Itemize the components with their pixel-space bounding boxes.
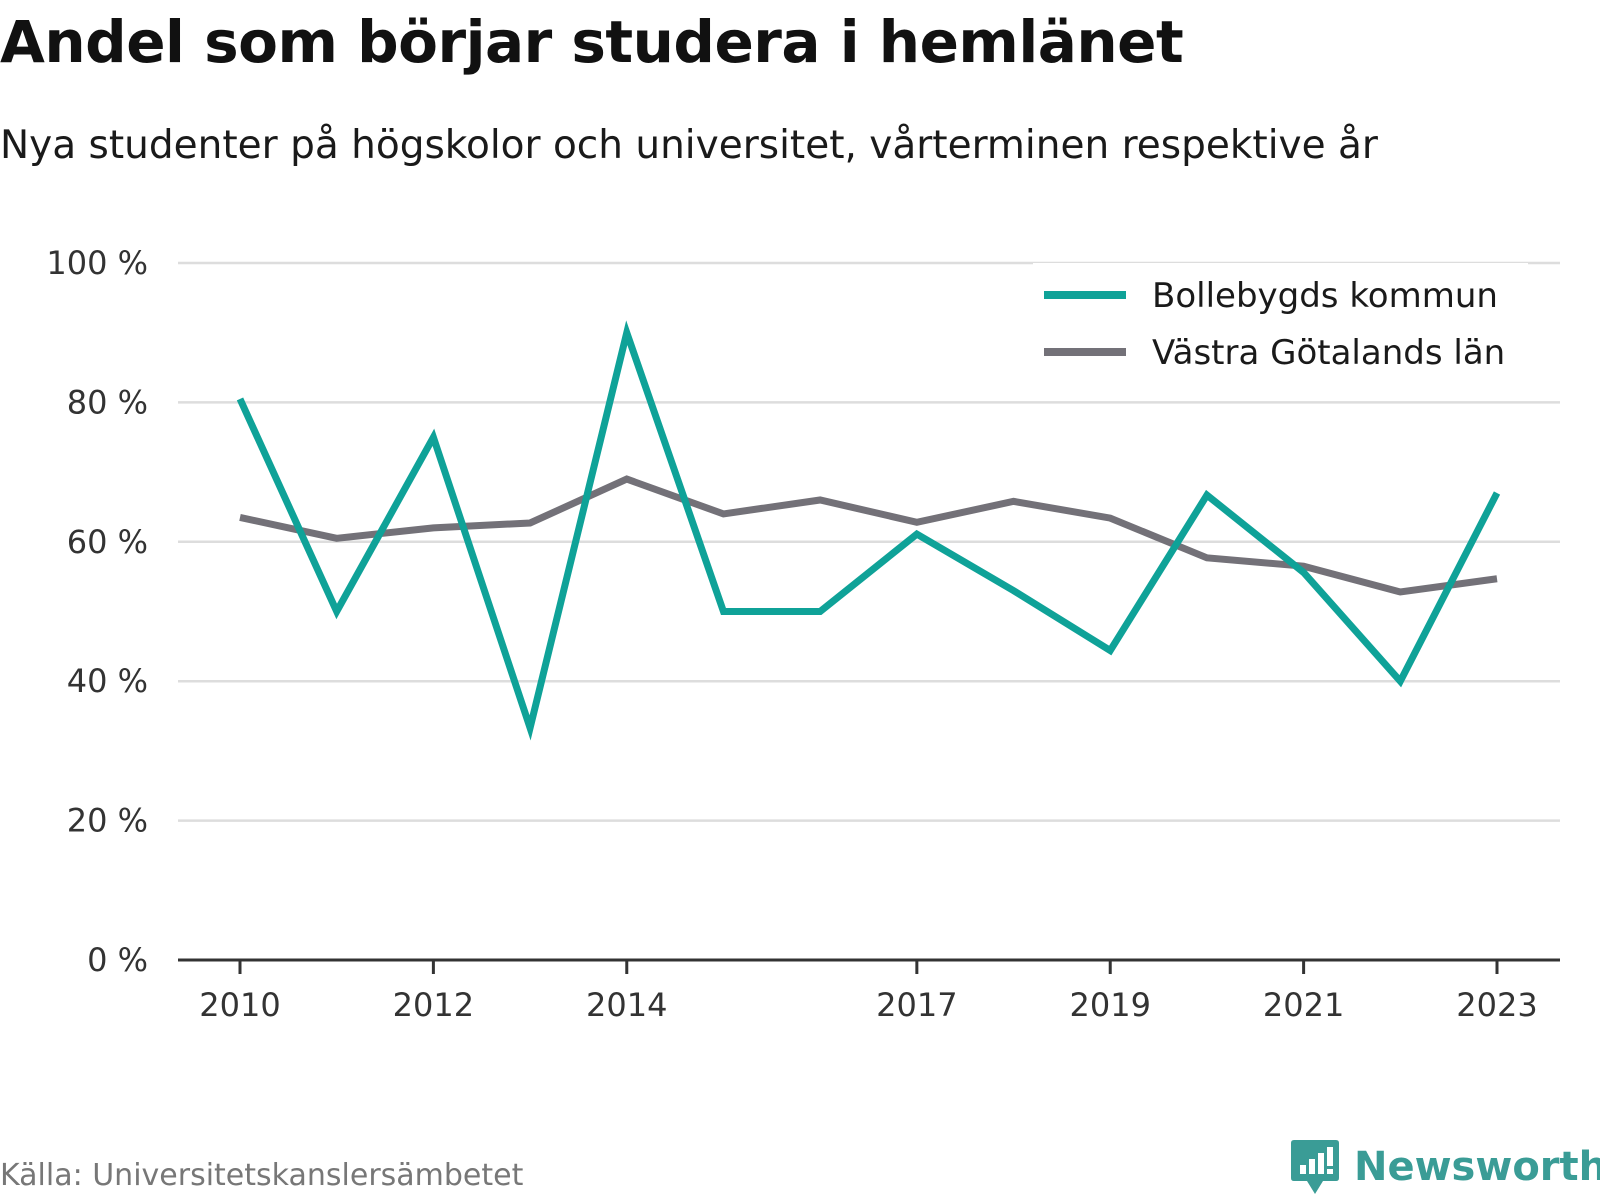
- source-note: Källa: Universitetskanslersämbetet: [0, 1158, 524, 1193]
- x-tick-label: 2012: [393, 986, 474, 1024]
- y-tick-label: 40 %: [67, 662, 148, 700]
- x-tick-label: 2010: [199, 986, 280, 1024]
- y-tick-label: 0 %: [87, 941, 148, 979]
- chart-title: Andel som börjar studera i hemlänet: [0, 8, 1184, 76]
- x-tick-label: 2014: [586, 986, 667, 1024]
- x-tick-label: 2023: [1456, 986, 1537, 1024]
- x-axis: 2010 2012 2014 2017 2019 2021 2023: [178, 958, 1560, 1024]
- x-tick-label: 2017: [876, 986, 957, 1024]
- series-line: [239, 475, 1498, 596]
- legend: Bollebygds kommun Västra Götalands län: [1033, 263, 1528, 385]
- brand-logo: Newsworthy: [1290, 1138, 1600, 1196]
- brand-name: Newsworthy: [1354, 1144, 1600, 1190]
- y-tick-label: 100 %: [46, 244, 148, 282]
- line-chart: 0 %20 %40 %60 %80 %100 % 2010 2012 2014 201…: [46, 244, 1560, 1024]
- y-tick-label: 80 %: [67, 383, 148, 421]
- y-axis-ticks: 0 % 20 % 40 % 60 % 80 % 100 %: [46, 244, 148, 979]
- legend-label: Västra Götalands län: [1152, 333, 1505, 373]
- legend-label: Bollebygds kommun: [1152, 276, 1498, 316]
- chart-subtitle: Nya studenter på högskolor och universit…: [0, 123, 1378, 168]
- series-lines: [236, 320, 1501, 741]
- x-tick-label: 2019: [1070, 986, 1151, 1024]
- series-line: [236, 320, 1501, 741]
- newsworthy-logo-icon: [1291, 1140, 1339, 1194]
- legend-background: [1033, 263, 1528, 385]
- y-tick-label: 60 %: [67, 523, 148, 561]
- x-tick-label: 2021: [1263, 986, 1344, 1024]
- y-tick-label: 20 %: [67, 802, 148, 840]
